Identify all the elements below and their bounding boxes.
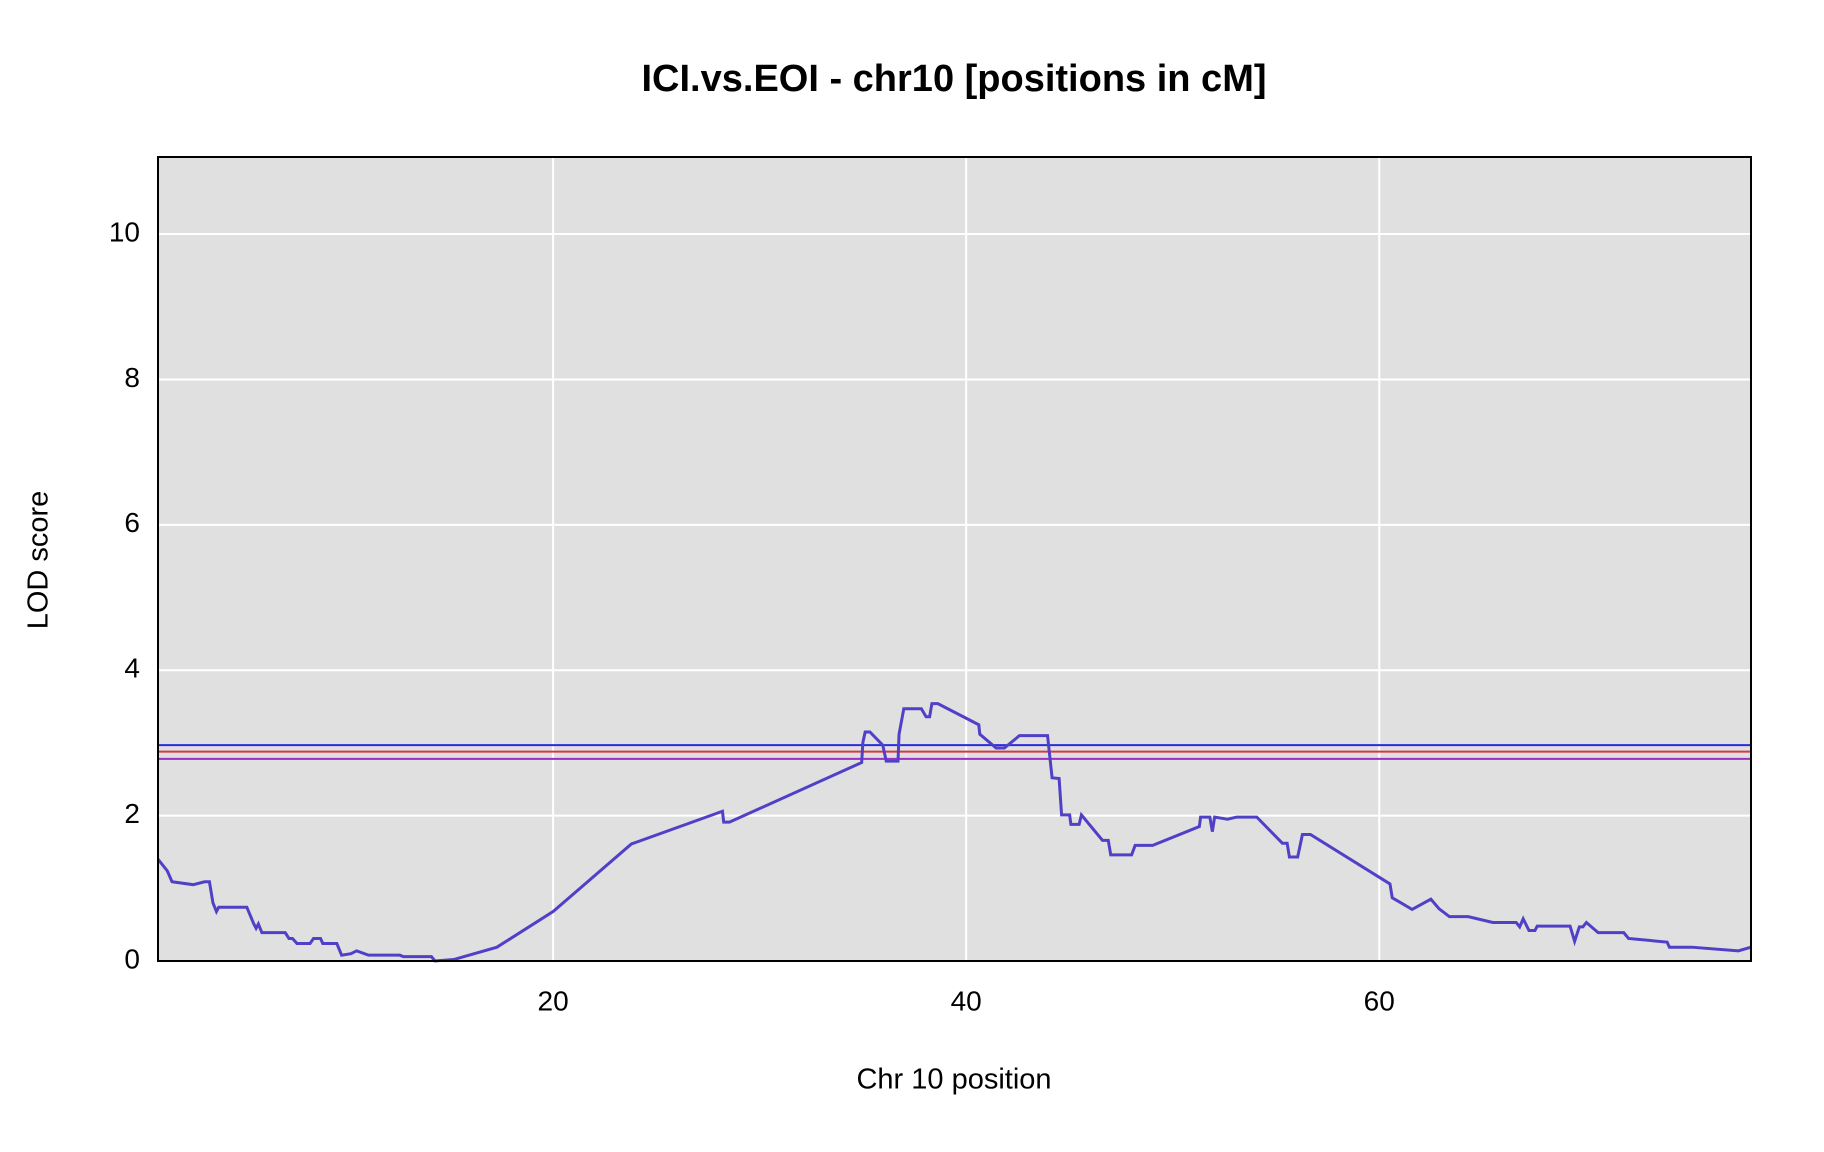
x-tick-label: 60 — [1364, 985, 1395, 1016]
plot-background — [158, 157, 1751, 961]
lod-line — [156, 702, 1752, 963]
y-tick-label: 4 — [124, 653, 140, 684]
y-tick-label: 10 — [109, 216, 140, 247]
y-tick-label: 8 — [124, 362, 140, 393]
y-axis-label: LOD score — [23, 491, 55, 630]
x-axis-label: Chr 10 position — [856, 1064, 1051, 1096]
x-tick-label: 40 — [951, 985, 982, 1016]
y-tick-label: 6 — [124, 507, 140, 538]
chart-title: ICI.vs.EOI - chr10 [positions in cM] — [642, 58, 1267, 100]
x-tick-label: 20 — [538, 985, 569, 1016]
plot-frame — [157, 156, 1752, 962]
y-tick-label: 0 — [124, 943, 140, 974]
y-tick-label: 2 — [124, 798, 140, 829]
